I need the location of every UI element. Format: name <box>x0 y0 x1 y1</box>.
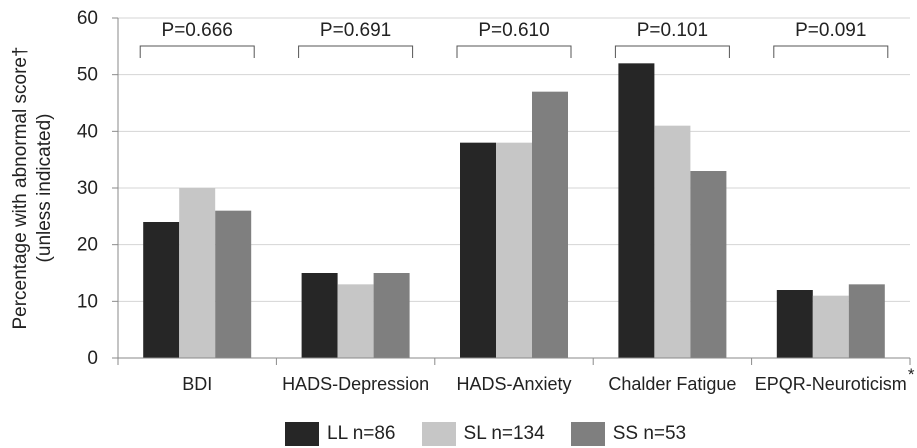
legend-swatch-ss <box>570 422 605 446</box>
legend: LL n=86 SL n=134 SS n=53 <box>285 422 712 446</box>
legend-item-ss: SS n=53 <box>570 422 687 446</box>
bar <box>301 273 338 358</box>
p-value-label: P=0.691 <box>320 20 391 41</box>
y-tick-label: 20 <box>77 235 98 256</box>
x-tick-label: HADS-Depression <box>282 374 429 394</box>
bar <box>532 91 568 359</box>
bar <box>496 142 532 358</box>
bar <box>337 284 374 358</box>
legend-label-ss: SS n=53 <box>612 423 687 444</box>
p-value-label: P=0.610 <box>478 20 549 41</box>
bar <box>812 295 849 358</box>
y-tick-label: 0 <box>87 348 98 369</box>
y-tick-label: 60 <box>77 8 98 29</box>
x-tick-label: EPQR-Neuroticism <box>755 374 907 394</box>
p-value-label: P=0.666 <box>162 20 233 41</box>
p-value-bracket <box>614 45 730 58</box>
p-value-bracket <box>298 45 414 58</box>
x-tick-label: BDI <box>182 374 212 394</box>
p-value-label: P=0.091 <box>795 20 866 41</box>
x-tick-labels: BDI HADS-Depression HADS-Anxiety Chalder Fa… <box>182 365 915 394</box>
bar <box>460 142 496 358</box>
legend-item-sl: SL n=134 <box>421 422 545 446</box>
y-tick-label: 40 <box>77 121 98 142</box>
p-value-annotations: P=0.666 P=0.691 P=0.610 P=0.101 P=0.091 <box>139 20 889 58</box>
bar <box>776 290 813 358</box>
x-tick-label: Chalder Fatigue <box>608 374 736 394</box>
bar <box>690 171 727 358</box>
axes <box>112 17 911 365</box>
legend-label-ll: LL n=86 <box>327 423 396 444</box>
bar <box>373 273 410 358</box>
legend-label-sl: SL n=134 <box>463 423 545 444</box>
bars <box>143 63 885 359</box>
bar <box>143 222 180 358</box>
y-tick-labels: 0 10 20 30 40 50 60 <box>77 8 98 369</box>
y-axis-label: Percentage with abnormal score† <box>10 46 31 329</box>
y-tick-label: 10 <box>77 291 98 312</box>
bar <box>179 188 216 358</box>
bar <box>215 210 252 358</box>
bar <box>654 125 691 359</box>
y-tick-label: 50 <box>77 65 98 86</box>
legend-swatch-ll <box>285 422 319 446</box>
y-tick-label: 30 <box>77 178 98 199</box>
p-value-bracket <box>773 45 889 58</box>
y-axis-label-sub: (unless indicated) <box>34 114 55 263</box>
bar <box>618 63 655 358</box>
legend-swatch-sl <box>421 422 456 446</box>
x-tick-label-marker: * <box>908 365 915 384</box>
x-tick-label: HADS-Anxiety <box>456 374 571 394</box>
p-value-label: P=0.101 <box>637 20 708 41</box>
p-value-bracket <box>139 45 255 58</box>
p-value-bracket <box>456 45 572 58</box>
legend-item-ll: LL n=86 <box>285 422 396 446</box>
bar <box>848 284 885 358</box>
